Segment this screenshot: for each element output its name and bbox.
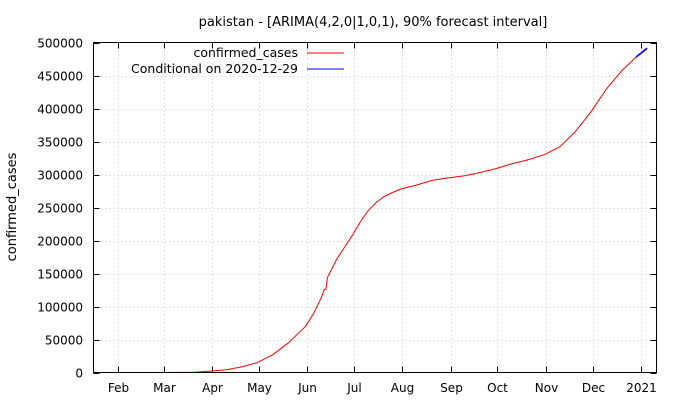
x-tick-label: Feb xyxy=(108,381,129,395)
y-tick-label: 300000 xyxy=(37,169,83,183)
x-tick-label: Dec xyxy=(582,381,605,395)
x-tick-label: Mar xyxy=(153,381,176,395)
x-tick-label: Aug xyxy=(391,381,414,395)
x-tick-label: Jun xyxy=(297,381,317,395)
plot-frame xyxy=(93,42,657,373)
chart-title: pakistan - [ARIMA(4,2,0|1,0,1), 90% fore… xyxy=(199,15,548,30)
y-tick-label: 250000 xyxy=(37,202,83,216)
legend: confirmed_cases Conditional on 2020-12-2… xyxy=(131,45,344,76)
y-tick-label: 500000 xyxy=(37,37,83,51)
y-tick-label: 0 xyxy=(75,367,83,381)
x-tick-label: 2021 xyxy=(626,381,657,395)
y-tick-layer: 0 50000 100000 150000 200000 250000 300000 3500… xyxy=(37,37,657,381)
x-tick-label: Apr xyxy=(202,381,223,395)
y-tick-label: 100000 xyxy=(37,301,83,315)
y-tick-label: 450000 xyxy=(37,70,83,84)
x-tick-label: Oct xyxy=(487,381,508,395)
x-tick-label: Nov xyxy=(535,381,558,395)
grid-layer xyxy=(93,42,657,373)
y-tick-label: 400000 xyxy=(37,103,83,117)
y-tick-label: 50000 xyxy=(45,334,83,348)
series-line-0 xyxy=(157,48,648,373)
y-tick-label: 350000 xyxy=(37,136,83,150)
legend-label-confirmed-cases: confirmed_cases xyxy=(193,45,298,60)
x-tick-label: May xyxy=(247,381,272,395)
y-tick-label: 150000 xyxy=(37,268,83,282)
x-tick-label: Sep xyxy=(440,381,463,395)
series-layer xyxy=(157,47,648,373)
x-tick-layer: Feb Mar Apr May Jun Jul Aug Sep Oct Nov Dec 2021 xyxy=(108,42,657,395)
y-tick-label: 200000 xyxy=(37,235,83,249)
legend-label-conditional: Conditional on 2020-12-29 xyxy=(131,61,298,76)
series-line-1 xyxy=(635,47,648,58)
y-axis-label: confirmed_cases xyxy=(5,152,20,261)
x-tick-label: Jul xyxy=(346,381,361,395)
